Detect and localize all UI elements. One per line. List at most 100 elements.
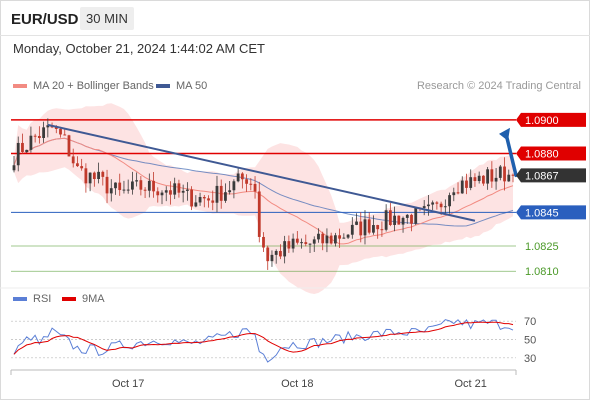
candle xyxy=(325,235,329,244)
legend-rsi: RSI xyxy=(13,293,51,305)
candle xyxy=(300,242,303,244)
candle xyxy=(448,195,451,207)
candle xyxy=(376,225,380,230)
price-label-1.0845: 1.0845 xyxy=(525,207,559,219)
candle xyxy=(101,171,105,177)
candle xyxy=(76,163,79,167)
candle xyxy=(63,134,67,136)
candle xyxy=(338,235,342,239)
price-label-1.0900: 1.0900 xyxy=(525,115,559,127)
candle xyxy=(414,207,418,224)
candles-layer xyxy=(12,118,515,270)
rsi-tick-label: 50 xyxy=(524,335,536,347)
candle xyxy=(114,182,117,189)
candle xyxy=(333,235,337,244)
candle xyxy=(194,202,198,207)
candle xyxy=(202,196,206,199)
candle xyxy=(473,177,477,182)
candle xyxy=(160,192,164,196)
candle xyxy=(469,177,473,188)
candle xyxy=(427,204,430,207)
candle xyxy=(54,127,58,129)
candle xyxy=(283,241,287,257)
candle xyxy=(465,180,468,188)
candle xyxy=(410,214,413,224)
candle xyxy=(439,203,443,208)
rsi-9ma-line xyxy=(13,321,514,355)
candle xyxy=(135,180,139,182)
candle xyxy=(490,169,494,182)
candle xyxy=(156,191,160,196)
candle xyxy=(380,229,384,231)
candle xyxy=(29,135,33,150)
candle xyxy=(249,183,253,185)
candle xyxy=(355,221,358,225)
price-labels-layer: 1.0900 1.0880 1.0867 1.0845 1.0825 1.0810 xyxy=(516,112,586,278)
x-tick-label: Oct 17 xyxy=(112,378,144,390)
candle xyxy=(359,221,363,236)
candle xyxy=(270,254,274,262)
overlay-layer xyxy=(47,123,518,222)
candle xyxy=(185,189,189,191)
ma50-label: MA 50 xyxy=(176,80,208,92)
candle xyxy=(122,189,126,191)
price-label-1.0810: 1.0810 xyxy=(525,266,559,278)
candle xyxy=(367,219,371,233)
candle xyxy=(481,175,485,184)
candle xyxy=(363,219,367,236)
candle xyxy=(173,183,177,195)
candle xyxy=(215,185,219,203)
candle xyxy=(190,189,194,207)
candle xyxy=(42,127,46,138)
rsi-line xyxy=(13,318,514,363)
candle xyxy=(118,182,122,191)
timeframe-badge[interactable]: 30 MIN xyxy=(80,7,134,30)
candle xyxy=(84,168,88,184)
candle xyxy=(245,179,248,184)
candle xyxy=(342,237,346,239)
price-tag-1.0880 xyxy=(516,146,586,161)
ma20-swatch xyxy=(13,84,27,88)
candle xyxy=(291,238,295,249)
candle xyxy=(164,190,168,193)
candle xyxy=(498,166,502,178)
rsi-panel: 70 50 30 xyxy=(0,287,590,365)
candle xyxy=(207,198,210,201)
rsi-tick-label: 30 xyxy=(524,353,536,365)
price-tag-1.0900 xyxy=(516,112,586,127)
candle xyxy=(312,239,316,244)
candle xyxy=(21,142,24,153)
x-tick-label: Oct 18 xyxy=(281,378,313,390)
candle xyxy=(80,166,84,169)
9ma-swatch xyxy=(62,297,76,301)
candle xyxy=(224,192,227,201)
rsi-label: RSI xyxy=(33,293,52,305)
indicator-lines-layer xyxy=(13,137,514,245)
candle xyxy=(211,200,215,203)
candle xyxy=(494,177,498,182)
candle xyxy=(435,202,439,204)
candle xyxy=(346,234,350,238)
candle xyxy=(384,210,388,230)
candle xyxy=(97,171,100,180)
candle xyxy=(109,188,113,194)
bollinger-band-layer xyxy=(14,103,513,294)
candle xyxy=(181,190,185,193)
candle xyxy=(16,142,20,166)
candle xyxy=(431,202,435,205)
candle xyxy=(503,166,506,182)
candle xyxy=(88,172,92,184)
candle xyxy=(422,206,426,208)
price-tag-1.0867 xyxy=(516,168,586,183)
ma20-label: MA 20 + Bollinger Bands xyxy=(33,80,154,92)
candle xyxy=(198,196,202,203)
forecast-arrow-head xyxy=(499,127,510,141)
candle xyxy=(511,174,515,176)
candle xyxy=(257,191,261,237)
candle xyxy=(147,180,151,191)
price-label-1.0867: 1.0867 xyxy=(525,170,559,182)
header-divider xyxy=(0,35,590,36)
time-axis: Oct 17 Oct 18 Oct 21 xyxy=(10,369,517,390)
rsi-swatch xyxy=(13,297,27,301)
